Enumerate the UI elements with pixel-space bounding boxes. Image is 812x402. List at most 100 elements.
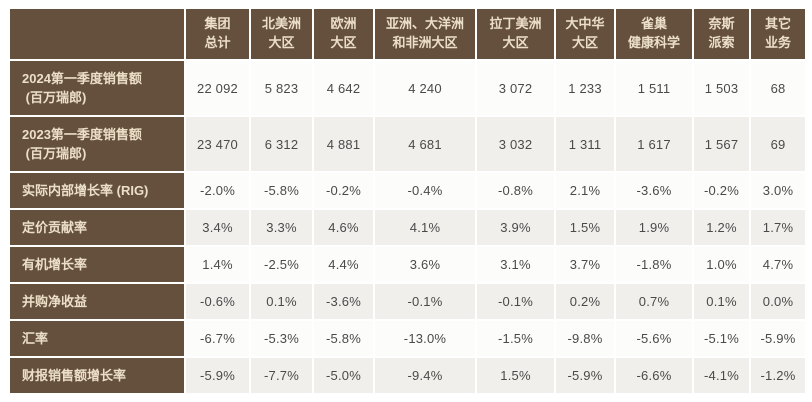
row-label: 并购净收益: [10, 284, 184, 319]
data-cell: 3.1%: [477, 247, 554, 282]
column-header: 北美洲 大区: [251, 9, 312, 59]
data-cell: 69: [751, 117, 805, 171]
data-cell: 22 092: [186, 61, 249, 115]
data-cell: -1.5%: [477, 321, 554, 356]
data-cell: -6.6%: [616, 358, 692, 393]
row-label: 定价贡献率: [10, 210, 184, 245]
column-header: 奈斯 派索: [694, 9, 749, 59]
data-cell: 1.0%: [694, 247, 749, 282]
data-cell: 4.6%: [314, 210, 373, 245]
table-row: 2024第一季度销售额 (百万瑞郎) 22 092 5 823 4 642 4 240 3…: [10, 61, 805, 115]
data-cell: 3.6%: [375, 247, 475, 282]
data-cell: 23 470: [186, 117, 249, 171]
data-cell: -1.2%: [751, 358, 805, 393]
data-cell: -5.8%: [251, 173, 312, 208]
data-cell: -3.6%: [314, 284, 373, 319]
quarterly-sales-table: 集团 总计 北美洲 大区 欧洲 大区 亚洲、大洋洲 和非洲大区 拉丁美洲 大区 大中华 大…: [8, 7, 807, 395]
data-cell: -5.9%: [751, 321, 805, 356]
data-cell: -9.8%: [556, 321, 614, 356]
data-cell: -0.4%: [375, 173, 475, 208]
column-header: 拉丁美洲 大区: [477, 9, 554, 59]
data-cell: 1 567: [694, 117, 749, 171]
column-header: 大中华 大区: [556, 9, 614, 59]
data-cell: -9.4%: [375, 358, 475, 393]
data-cell: 6 312: [251, 117, 312, 171]
data-cell: -0.1%: [375, 284, 475, 319]
data-cell: -5.1%: [694, 321, 749, 356]
data-cell: 1 311: [556, 117, 614, 171]
data-cell: 2.1%: [556, 173, 614, 208]
row-label: 2024第一季度销售额 (百万瑞郎): [10, 61, 184, 115]
data-cell: 1.5%: [556, 210, 614, 245]
column-header: 集团 总计: [186, 9, 249, 59]
data-cell: 3 032: [477, 117, 554, 171]
data-cell: 4.7%: [751, 247, 805, 282]
data-cell: -7.7%: [251, 358, 312, 393]
data-cell: -5.9%: [186, 358, 249, 393]
data-cell: 1 503: [694, 61, 749, 115]
corner-cell: [10, 9, 184, 59]
data-cell: -5.6%: [616, 321, 692, 356]
table-row: 2023第一季度销售额 (百万瑞郎) 23 470 6 312 4 881 4 681 3…: [10, 117, 805, 171]
data-cell: -5.8%: [314, 321, 373, 356]
data-cell: 4.1%: [375, 210, 475, 245]
row-label: 实际内部增长率 (RIG): [10, 173, 184, 208]
data-cell: 3.7%: [556, 247, 614, 282]
data-cell: 1 511: [616, 61, 692, 115]
data-cell: 1 617: [616, 117, 692, 171]
column-header: 亚洲、大洋洲 和非洲大区: [375, 9, 475, 59]
data-cell: 1.2%: [694, 210, 749, 245]
data-cell: 0.0%: [751, 284, 805, 319]
data-cell: -0.6%: [186, 284, 249, 319]
data-cell: 0.7%: [616, 284, 692, 319]
data-cell: -0.8%: [477, 173, 554, 208]
data-cell: -5.3%: [251, 321, 312, 356]
data-cell: 4 881: [314, 117, 373, 171]
column-header: 欧洲 大区: [314, 9, 373, 59]
data-cell: -4.1%: [694, 358, 749, 393]
header-row: 集团 总计 北美洲 大区 欧洲 大区 亚洲、大洋洲 和非洲大区 拉丁美洲 大区 大中华 大…: [10, 9, 805, 59]
row-label: 有机增长率: [10, 247, 184, 282]
data-cell: -0.2%: [314, 173, 373, 208]
data-cell: -6.7%: [186, 321, 249, 356]
data-cell: -2.5%: [251, 247, 312, 282]
data-cell: 68: [751, 61, 805, 115]
data-cell: 0.2%: [556, 284, 614, 319]
data-cell: 3.3%: [251, 210, 312, 245]
data-cell: 4 681: [375, 117, 475, 171]
table-row: 汇率 -6.7% -5.3% -5.8% -13.0% -1.5% -9.8% -5.6% -5…: [10, 321, 805, 356]
data-cell: 1.7%: [751, 210, 805, 245]
data-cell: -1.8%: [616, 247, 692, 282]
row-label: 财报销售额增长率: [10, 358, 184, 393]
data-cell: -2.0%: [186, 173, 249, 208]
data-cell: 5 823: [251, 61, 312, 115]
data-cell: 4 240: [375, 61, 475, 115]
table-row: 有机增长率 1.4% -2.5% 4.4% 3.6% 3.1% 3.7% -1.8% 1.0% 4…: [10, 247, 805, 282]
column-header: 雀巢 健康科学: [616, 9, 692, 59]
data-cell: 1 233: [556, 61, 614, 115]
table-row: 实际内部增长率 (RIG) -2.0% -5.8% -0.2% -0.4% -0.8% 2.…: [10, 173, 805, 208]
row-label: 2023第一季度销售额 (百万瑞郎): [10, 117, 184, 171]
row-label: 汇率: [10, 321, 184, 356]
data-cell: 3.0%: [751, 173, 805, 208]
data-cell: 0.1%: [251, 284, 312, 319]
table-row: 财报销售额增长率 -5.9% -7.7% -5.0% -9.4% 1.5% -5.9% -6.…: [10, 358, 805, 393]
data-cell: 3.9%: [477, 210, 554, 245]
data-cell: -5.9%: [556, 358, 614, 393]
data-cell: 1.9%: [616, 210, 692, 245]
data-cell: -5.0%: [314, 358, 373, 393]
table-row: 并购净收益 -0.6% 0.1% -3.6% -0.1% -0.1% 0.2% 0.7% 0.1…: [10, 284, 805, 319]
table-row: 定价贡献率 3.4% 3.3% 4.6% 4.1% 3.9% 1.5% 1.9% 1.2% 1.7…: [10, 210, 805, 245]
data-cell: 0.1%: [694, 284, 749, 319]
data-cell: 3 072: [477, 61, 554, 115]
data-cell: -0.2%: [694, 173, 749, 208]
column-header: 其它 业务: [751, 9, 805, 59]
data-cell: -0.1%: [477, 284, 554, 319]
data-cell: 4.4%: [314, 247, 373, 282]
data-cell: -3.6%: [616, 173, 692, 208]
data-cell: 3.4%: [186, 210, 249, 245]
data-cell: 1.4%: [186, 247, 249, 282]
data-cell: 1.5%: [477, 358, 554, 393]
data-cell: 4 642: [314, 61, 373, 115]
